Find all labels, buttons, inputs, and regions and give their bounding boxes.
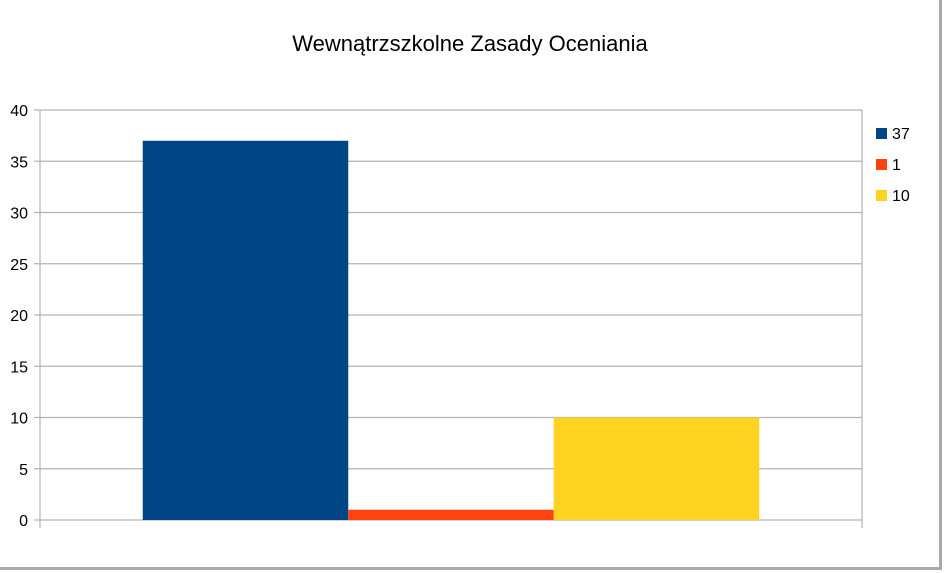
y-tick-label: 25	[10, 257, 28, 274]
y-tick-label: 40	[10, 103, 28, 120]
y-tick-label: 10	[10, 411, 28, 428]
chart-title: Wewnątrzszkolne Zasady Oceniania	[292, 31, 648, 56]
y-tick-label: 30	[10, 206, 28, 223]
bar-1	[142, 140, 349, 520]
y-axis-tick-labels: 0 5 10 15 20 25 30 35 40	[10, 103, 28, 530]
bars	[142, 140, 760, 520]
legend-label: 10	[892, 188, 910, 205]
legend-label: 1	[892, 157, 901, 174]
legend-swatch	[876, 128, 887, 139]
bar-3	[553, 417, 760, 520]
axes	[34, 109, 863, 528]
y-tick-label: 5	[19, 462, 28, 479]
y-tick-label: 20	[10, 308, 28, 325]
bar-2	[348, 509, 554, 520]
legend-swatch	[876, 190, 887, 201]
y-tick-label: 35	[10, 154, 28, 171]
legend-swatch	[876, 159, 887, 170]
legend-label: 37	[892, 126, 910, 143]
y-tick-label: 0	[19, 513, 28, 530]
legend: 37 1 10	[876, 126, 910, 205]
y-tick-label: 15	[10, 359, 28, 376]
